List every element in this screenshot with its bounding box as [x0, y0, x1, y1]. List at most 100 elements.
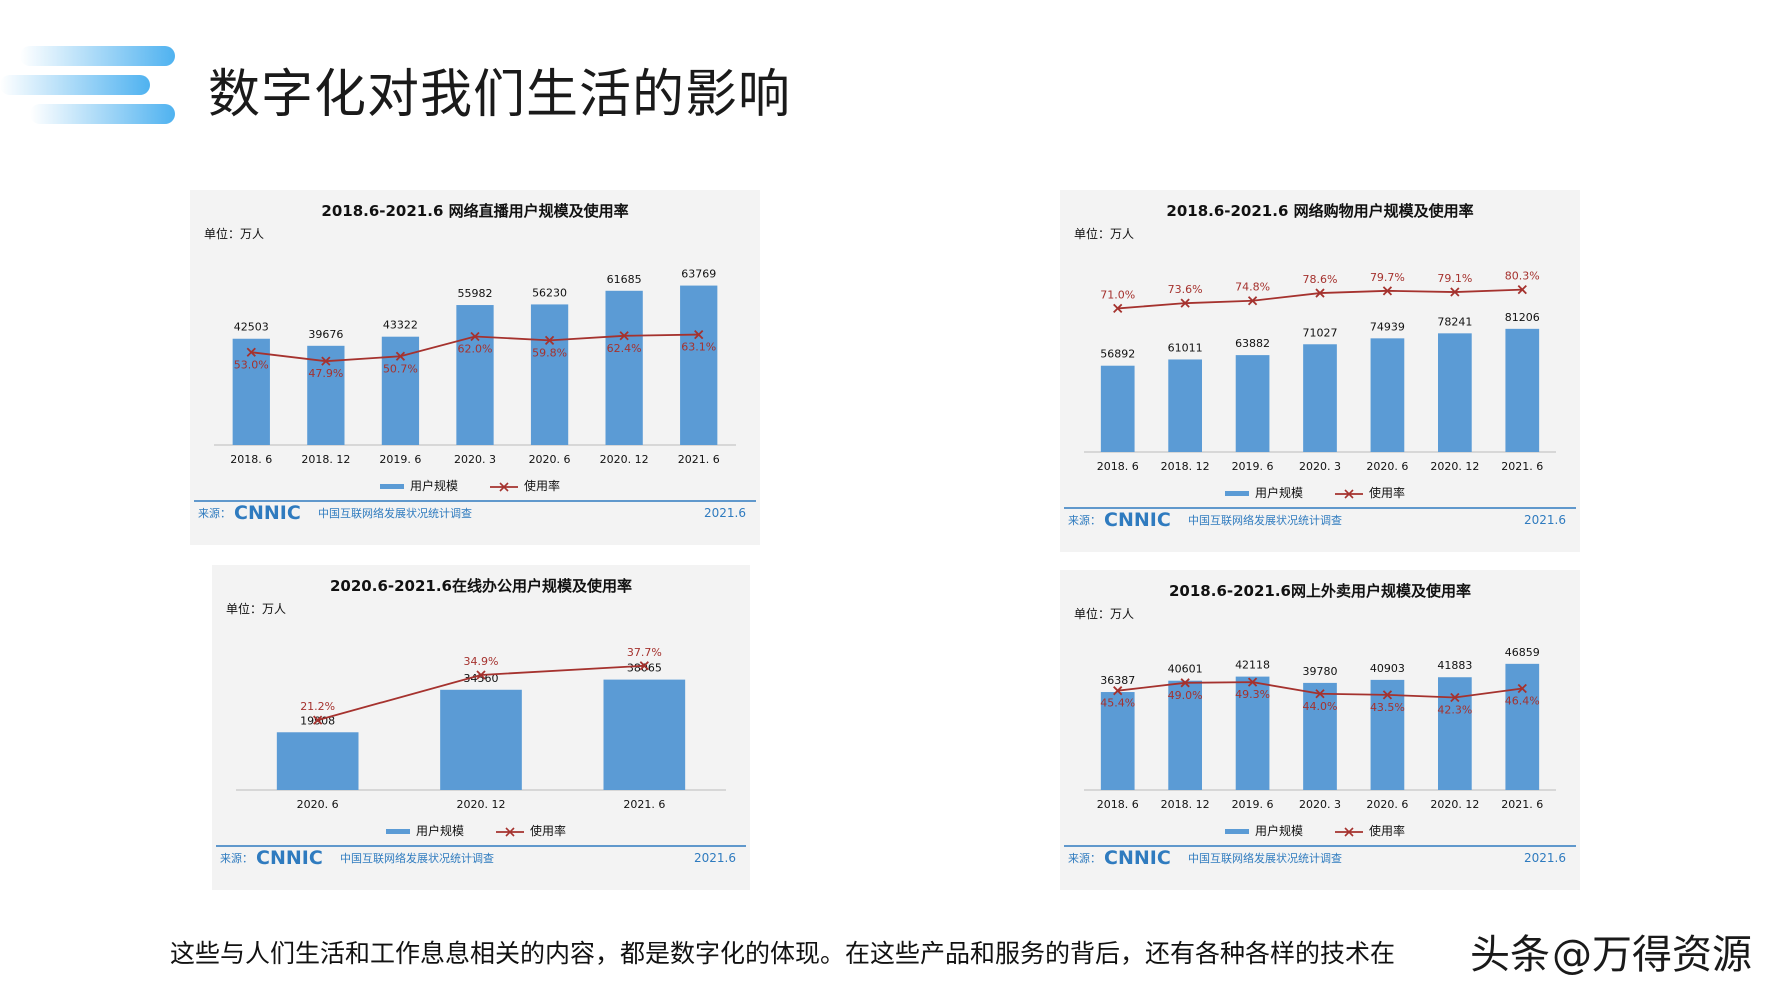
rate-marker-0 [313, 715, 323, 725]
source-logo-cnnic: CNNIC [1104, 509, 1171, 531]
rate-marker-5 [619, 331, 629, 341]
chart-unit-label: 单位：万人 [226, 601, 286, 616]
bar-0 [1100, 692, 1135, 790]
rate-marker-stroke-b [1180, 678, 1190, 688]
legend-swatch-marker-b [1344, 489, 1354, 499]
bar-value-label-1: 40601 [1168, 663, 1203, 676]
x-tick-label-6: 2021. 6 [678, 453, 720, 466]
bar-5 [1438, 333, 1472, 452]
bar-0 [232, 338, 270, 445]
rate-marker-4 [1382, 286, 1393, 296]
bar-2 [1235, 676, 1270, 790]
bar-3 [1303, 344, 1337, 452]
x-tick-label-1: 2018. 12 [1161, 798, 1210, 811]
chart-panel-live-streaming: 2018.6-2021.6 网络直播用户规模及使用率 单位：万人 42503 2018… [190, 190, 760, 545]
rate-marker-stroke-b [1450, 287, 1460, 297]
rate-value-label-4: 43.5% [1370, 701, 1405, 714]
rate-marker-stroke-b [1247, 296, 1258, 306]
source-prefix: 来源： [1068, 513, 1101, 527]
rate-marker-stroke-b [639, 661, 649, 671]
rate-value-label-4: 79.7% [1370, 271, 1405, 284]
legend-swatch-marker-b [499, 482, 509, 492]
bar-value-label-6: 63769 [681, 268, 716, 281]
rate-marker-stroke-b [1180, 298, 1190, 308]
legend-label-line: 使用率 [1369, 485, 1405, 500]
rate-value-label-2: 50.7% [383, 362, 418, 375]
x-tick-label-0: 2018. 6 [230, 453, 272, 466]
rate-marker-3 [1315, 288, 1325, 298]
x-tick-label-2: 2019. 6 [1232, 460, 1274, 473]
legend-swatch-bars [1225, 829, 1249, 834]
chart-panel-online-office: 2020.6-2021.6在线办公用户规模及使用率单位：万人199082020.… [212, 565, 750, 890]
rate-value-label-0: 45.4% [1100, 697, 1135, 710]
source-date: 2021.6 [704, 506, 746, 520]
rate-marker-5 [1450, 287, 1460, 297]
x-tick-label-4: 2020. 6 [1366, 460, 1408, 473]
bar-value-label-5: 78241 [1437, 315, 1472, 328]
rate-value-label-1: 34.9% [464, 655, 499, 668]
legend-label-line: 使用率 [530, 823, 566, 838]
source-text: 中国互联网络发展状况统计调查 [1188, 513, 1342, 527]
rate-value-label-0: 53.0% [234, 358, 269, 371]
rate-value-label-6: 80.3% [1505, 270, 1540, 283]
rate-value-label-4: 59.8% [532, 346, 567, 359]
watermark-right: @万得资源 [1552, 932, 1752, 978]
source-logo-cnnic: CNNIC [256, 847, 323, 869]
rate-marker-stroke-b [313, 715, 323, 725]
legend-swatch-marker-b [505, 827, 515, 837]
x-tick-label-5: 2020. 12 [1430, 798, 1479, 811]
rate-value-label-6: 63.1% [681, 341, 716, 354]
bar-value-label-6: 81206 [1505, 311, 1540, 324]
rate-marker-stroke-b [1382, 690, 1393, 700]
rate-marker-3 [1315, 689, 1325, 699]
bar-value-label-0: 36387 [1100, 674, 1135, 687]
bar-2 [381, 336, 420, 445]
legend-swatch-bars [380, 484, 404, 489]
rate-marker-0 [1113, 686, 1123, 696]
chart-svg-2: 2020.6-2021.6在线办公用户规模及使用率单位：万人199082020.… [216, 577, 746, 869]
bar-1 [1168, 359, 1202, 452]
rate-value-label-6: 46.4% [1505, 695, 1540, 708]
rate-marker-6 [1517, 284, 1527, 295]
bar-6 [680, 285, 718, 445]
bar-5 [1438, 677, 1472, 790]
x-tick-label-0: 2018. 6 [1097, 798, 1139, 811]
page-title: 数字化对我们生活的影响 [208, 65, 792, 125]
rate-marker-2 [1247, 296, 1258, 306]
source-date: 2021.6 [1524, 513, 1566, 527]
rate-marker-stroke-b [619, 331, 629, 341]
x-tick-label-3: 2020. 3 [454, 453, 496, 466]
rate-value-label-1: 73.6% [1168, 283, 1203, 296]
chart-unit-label: 单位：万人 [1074, 226, 1134, 241]
chart-title: 2020.6-2021.6在线办公用户规模及使用率 [330, 577, 632, 595]
rate-marker-6 [694, 329, 704, 340]
bar-0 [276, 732, 359, 790]
bar-value-label-4: 56230 [532, 286, 567, 299]
source-prefix: 来源： [198, 506, 231, 520]
x-tick-label-4: 2020. 6 [1366, 798, 1408, 811]
bar-value-label-1: 61011 [1168, 341, 1203, 354]
rate-marker-stroke-b [694, 329, 704, 340]
rate-marker-2 [639, 661, 649, 671]
rate-value-label-0: 71.0% [1100, 288, 1135, 301]
rate-value-label-5: 62.4% [607, 342, 642, 355]
chart-title: 2018.6-2021.6网上外卖用户规模及使用率 [1169, 582, 1471, 600]
x-tick-label-5: 2020. 12 [1430, 460, 1479, 473]
rate-marker-4 [544, 335, 555, 345]
x-tick-label-5: 2020. 12 [600, 453, 649, 466]
x-tick-label-6: 2021. 6 [1501, 798, 1543, 811]
bar-value-label-3: 55982 [458, 287, 493, 300]
x-tick-label-3: 2020. 3 [1299, 460, 1341, 473]
bar-value-label-1: 39676 [308, 328, 343, 341]
bar-value-label-3: 39780 [1303, 665, 1338, 678]
watermark-left: 头条 [1470, 932, 1550, 978]
bar-4 [530, 304, 569, 445]
bar-2 [1235, 355, 1270, 452]
rate-marker-stroke-b [1315, 689, 1325, 699]
x-tick-label-4: 2020. 6 [529, 453, 571, 466]
watermark-text: 头条@万得资源 [1470, 922, 1754, 980]
source-prefix: 来源： [1068, 851, 1101, 865]
source-text: 中国互联网络发展状况统计调查 [318, 506, 472, 520]
